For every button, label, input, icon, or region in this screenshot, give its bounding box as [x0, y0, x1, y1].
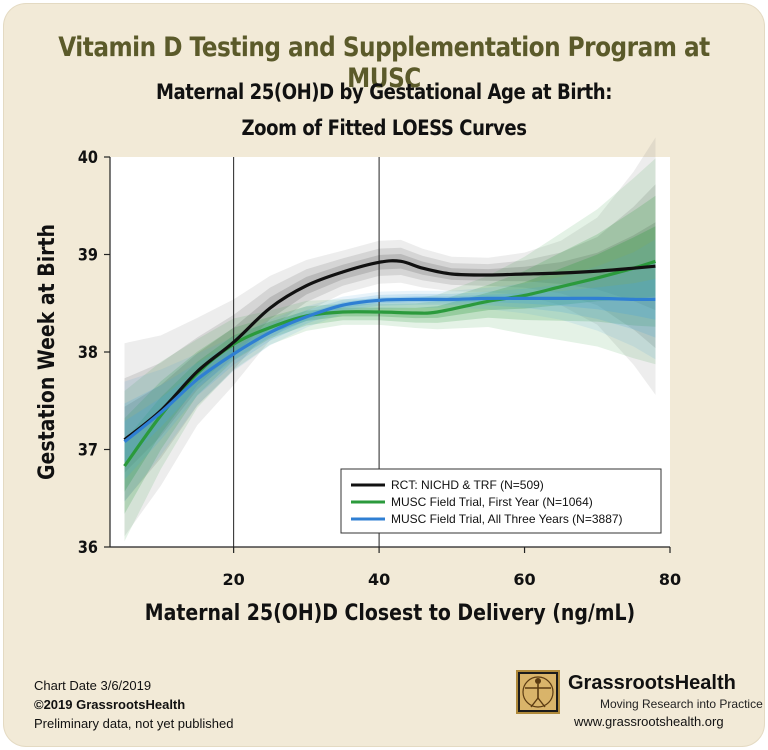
legend-label-2: MUSC Field Trial, First Year (N=1064): [391, 495, 593, 509]
chart-date: Chart Date 3/6/2019: [34, 678, 152, 693]
x-axis-label: Maternal 25(OH)D Closest to Delivery (ng…: [145, 600, 635, 626]
website-link[interactable]: www.grassrootshealth.org: [574, 714, 724, 729]
legend-box: [340, 468, 662, 534]
x-tick-label-20: 20: [223, 570, 245, 589]
series-line-3: [123, 296, 656, 443]
y-tick-label-37: 37: [78, 439, 98, 459]
series-line-1: [123, 259, 656, 441]
confidence-band-3-2: [124, 261, 656, 480]
chart-subtitle-line1: Maternal 25(OH)D by Gestational Age at B…: [155, 80, 613, 104]
y-tick-label-36: 36: [78, 537, 98, 557]
confidence-band-3-1: [124, 239, 656, 502]
chart-title: Vitamin D Testing and Supplementation Pr…: [58, 32, 710, 94]
vitruvian-logo-icon: [516, 670, 560, 714]
copyright: ©2019 GrassrootsHealth: [34, 697, 186, 712]
legend-label-1: RCT: NICHD & TRF (N=509): [391, 478, 544, 492]
legend-label-3: MUSC Field Trial, All Three Years (N=388…: [391, 512, 623, 526]
x-tick-label-60: 60: [513, 570, 535, 589]
y-tick-label-40: 40: [78, 147, 98, 167]
x-tick-label-80: 80: [659, 570, 681, 589]
brand-name: GrassrootsHealth: [568, 672, 736, 694]
y-axis-label: Gestation Week at Birth: [34, 224, 60, 480]
confidence-band-1-2: [124, 184, 656, 502]
confidence-band-2-1: [124, 158, 656, 542]
y-tick-label-39: 39: [78, 244, 98, 264]
confidence-band-2-3: [124, 226, 656, 492]
footer-info: Chart Date 3/6/2019 ©2019 GrassrootsHeal…: [34, 676, 233, 733]
chart-subtitle-line2: Zoom of Fitted LOESS Curves: [241, 116, 527, 140]
brand-tagline: Moving Research into Practice: [600, 697, 763, 711]
x-tick-label-40: 40: [368, 570, 390, 589]
y-tick-label-38: 38: [78, 342, 98, 362]
preliminary-note: Preliminary data, not yet published: [34, 716, 234, 731]
confidence-band-1-1: [124, 137, 656, 537]
